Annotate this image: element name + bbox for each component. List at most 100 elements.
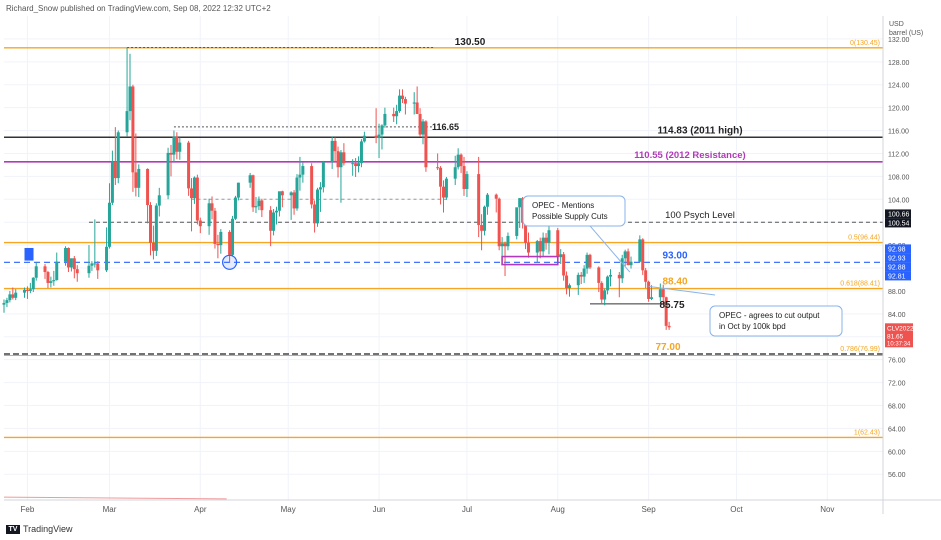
candle-body (113, 161, 117, 179)
price-label-text: 92.88 (888, 264, 906, 271)
candle-body (301, 166, 305, 175)
candle-body (228, 231, 232, 255)
candle-body (333, 140, 337, 152)
last-price-symbol: CLV2022 (887, 325, 914, 332)
price-label-text: 100.66 (888, 211, 910, 218)
level-label-114: 114.83 (2011 high) (657, 125, 742, 136)
candle-body (128, 86, 132, 112)
candle-body (157, 195, 161, 206)
candle-body (641, 239, 645, 271)
candle-body (11, 294, 15, 298)
last-price-timer: 10:37:34 (887, 341, 911, 347)
candle-body (31, 277, 35, 290)
candle-body (195, 177, 199, 221)
level-label-77: 77.00 (655, 342, 680, 353)
candle-body (25, 289, 29, 291)
candle-body (231, 218, 235, 255)
candle-body (477, 174, 481, 226)
candle-body (34, 266, 38, 278)
y-tick-label: 120.00 (888, 106, 910, 113)
level-label-110: 110.55 (2012 Resistance) (634, 150, 745, 161)
candle-body (289, 192, 293, 196)
candle-body (2, 302, 6, 305)
candle-body (251, 175, 255, 208)
candle-body (667, 325, 671, 328)
candle-body (154, 205, 158, 251)
candle-body (644, 270, 648, 282)
candle-body (110, 161, 114, 203)
candle-body (321, 162, 325, 188)
y-tick-label: 68.00 (888, 403, 906, 410)
candle-body (336, 151, 340, 168)
candle-body (5, 300, 9, 303)
candle-body (330, 140, 334, 163)
candle-body (339, 152, 343, 168)
candle-body (658, 289, 662, 298)
callout-pointer-2 (648, 285, 716, 296)
candle-body (254, 206, 258, 208)
candle-body (298, 174, 302, 178)
price-label-text: 92.93 (888, 255, 906, 262)
candle-body (362, 135, 366, 142)
candle-body (146, 168, 150, 206)
level-label-130: 130.50 (455, 37, 486, 48)
candle-body (436, 167, 440, 169)
candle-body (292, 192, 296, 209)
candle-body (272, 212, 276, 231)
candle-body (64, 247, 68, 262)
candle-body (412, 102, 416, 104)
candle-body (515, 207, 519, 236)
blue-marker-box (24, 247, 34, 261)
candle-body (219, 231, 223, 246)
candle-body (597, 267, 601, 283)
candle-body (567, 285, 571, 289)
candle-body (87, 265, 91, 274)
fib-label-0786: 0.786(76.99) (840, 346, 880, 353)
candle-body (46, 272, 50, 283)
x-tick-label: May (281, 505, 296, 514)
candle-body (357, 163, 361, 167)
candle-body (398, 95, 402, 112)
price-label-box (885, 262, 911, 272)
x-tick-label: Mar (103, 505, 117, 514)
price-label-box (885, 218, 911, 228)
y-tick-label: 112.00 (888, 151, 909, 158)
candle-body (582, 268, 586, 277)
y-tick-label: 56.00 (888, 472, 906, 479)
x-tick-label: Sep (641, 505, 656, 514)
candle-body (629, 261, 633, 266)
candle-body (526, 242, 530, 253)
candle-body (75, 269, 79, 274)
tradingview-logo[interactable]: TV TradingView (6, 524, 73, 534)
candle-body (207, 203, 211, 227)
candle-body (166, 152, 170, 196)
axes: 132.00 128.00 124.00 120.00 116.00 112.00 108.… (4, 16, 941, 514)
candle-body (579, 274, 583, 277)
y-tick-label: 72.00 (888, 381, 906, 388)
callout-text-1a: OPEC - Mentions (532, 201, 594, 210)
candle-body (506, 235, 510, 247)
candle-body (444, 178, 448, 198)
candle-body (453, 167, 457, 179)
candle-body (383, 113, 387, 126)
y-tick-label: 104.00 (888, 197, 910, 204)
candle-body (626, 251, 630, 266)
annotations: 130.50 0(130.45) 114.83 (2011 high) 110.55 … (3, 37, 880, 500)
candle-body (620, 258, 624, 279)
candle-body (547, 230, 551, 243)
purple-range-box (501, 255, 559, 266)
candle-body (442, 186, 445, 198)
candle-body (459, 154, 463, 167)
candle-body (518, 198, 522, 208)
candle-body (403, 99, 407, 104)
candle-body (556, 230, 560, 258)
support-circle-marker (222, 254, 238, 270)
candle-body (664, 297, 668, 326)
candle-body (190, 188, 194, 199)
price-label-box (885, 244, 911, 254)
candle-body (588, 254, 592, 268)
unit-label: USD barrel (US) (889, 20, 923, 38)
grid (4, 16, 883, 500)
candle-body (151, 242, 155, 251)
